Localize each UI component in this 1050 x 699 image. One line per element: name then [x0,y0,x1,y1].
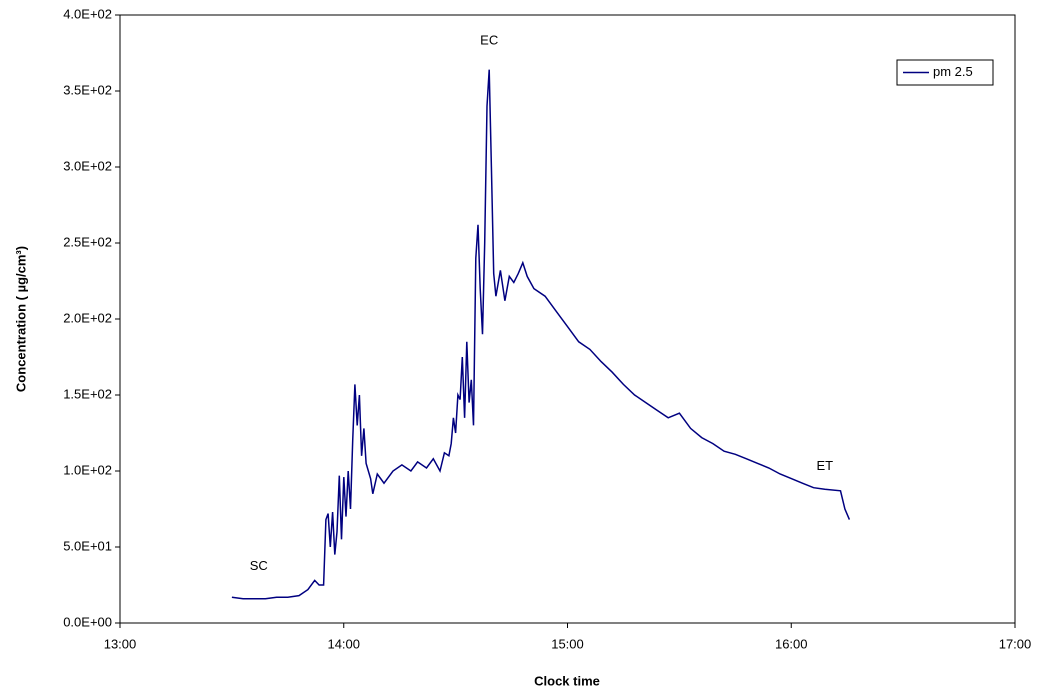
y-tick-label: 3.0E+02 [63,158,112,173]
data-line [231,69,851,600]
y-tick-label: 1.0E+02 [63,462,112,477]
x-axis-title: Clock time [534,673,600,688]
y-tick-label: 3.5E+02 [63,82,112,97]
x-tick-label: 13:00 [104,636,137,651]
x-tick-label: 15:00 [551,636,584,651]
annotation: EC [480,32,498,47]
annotation: SC [250,558,268,573]
plot-area [119,14,1016,624]
legend-label: pm 2.5 [933,64,973,79]
y-tick-label: 0.0E+00 [63,614,112,629]
x-tick-label: 17:00 [999,636,1032,651]
y-axis-title: Concentration ( µg/cm³) [13,246,28,392]
x-tick-label: 16:00 [775,636,808,651]
annotation: ET [817,458,834,473]
y-tick-label: 5.0E+01 [63,538,112,553]
x-tick-label: 14:00 [327,636,360,651]
y-tick-label: 2.0E+02 [63,310,112,325]
y-tick-label: 4.0E+02 [63,6,112,21]
y-tick-label: 1.5E+02 [63,386,112,401]
y-tick-label: 2.5E+02 [63,234,112,249]
